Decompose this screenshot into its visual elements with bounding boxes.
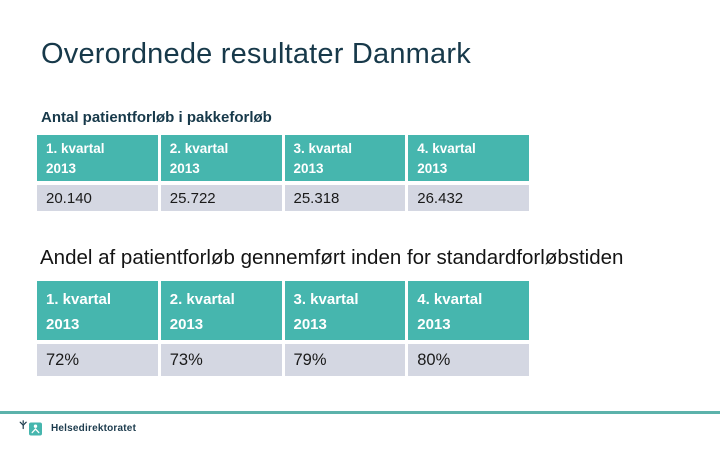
page-title: Overordnede resultater Danmark: [41, 38, 471, 70]
table1-value-q2: 25.722: [160, 185, 282, 211]
header-line2: 2013: [417, 316, 451, 333]
table2-value-q3: 79%: [284, 344, 406, 376]
header-line1: 2. kvartal: [169, 291, 235, 308]
table1-value-q4: 26.432: [408, 185, 529, 211]
table1-value-q1: 20.140: [37, 185, 158, 211]
header-line2: 2013: [293, 316, 327, 333]
table2-value-q1: 72%: [37, 344, 158, 376]
table2-value-q4: 80%: [408, 344, 529, 376]
section2-heading: Andel af patientforløb gennemført inden …: [40, 246, 624, 269]
table2-value-q2: 73%: [160, 344, 282, 376]
logo-text: Helsedirektoratet: [51, 422, 137, 434]
header-line2: 2013: [46, 161, 77, 176]
table1-header-q4: 4. kvartal 2013: [408, 135, 529, 181]
section1-heading: Antal patientforløb i pakkeforløb: [41, 109, 272, 126]
table2-header-q4: 4. kvartal 2013: [408, 281, 529, 340]
helsedirektoratet-icon: [19, 420, 42, 436]
header-line2: 2013: [169, 161, 200, 176]
header-line1: 4. kvartal: [417, 291, 483, 308]
header-line1: 3. kvartal: [293, 291, 359, 308]
header-line2: 2013: [293, 161, 324, 176]
header-line1: 1. kvartal: [46, 291, 112, 308]
table2-header-q2: 2. kvartal 2013: [160, 281, 282, 340]
header-line1: 2. kvartal: [169, 141, 229, 156]
header-line2: 2013: [417, 161, 448, 176]
helsedirektoratet-logo: Helsedirektoratet: [19, 420, 136, 436]
header-line1: 3. kvartal: [293, 141, 353, 156]
table1-header-q3: 3. kvartal 2013: [284, 135, 406, 181]
table1-header-q1: 1. kvartal 2013: [37, 135, 158, 181]
footer-divider-line: [0, 411, 720, 414]
table-antal-patientforlob: 1. kvartal 2013 2. kvartal 2013 3. kvart…: [37, 135, 529, 211]
table1-header-q2: 2. kvartal 2013: [160, 135, 282, 181]
header-line2: 2013: [169, 316, 204, 333]
header-line1: 1. kvartal: [46, 141, 105, 156]
header-line1: 4. kvartal: [417, 141, 476, 156]
table1-value-q3: 25.318: [284, 185, 406, 211]
table-andel-standardforlobstiden: 1. kvartal 2013 2. kvartal 2013 3. kvart…: [37, 281, 529, 376]
table2-header-q3: 3. kvartal 2013: [284, 281, 406, 340]
table2-header-q1: 1. kvartal 2013: [37, 281, 158, 340]
header-line2: 2013: [46, 316, 80, 333]
